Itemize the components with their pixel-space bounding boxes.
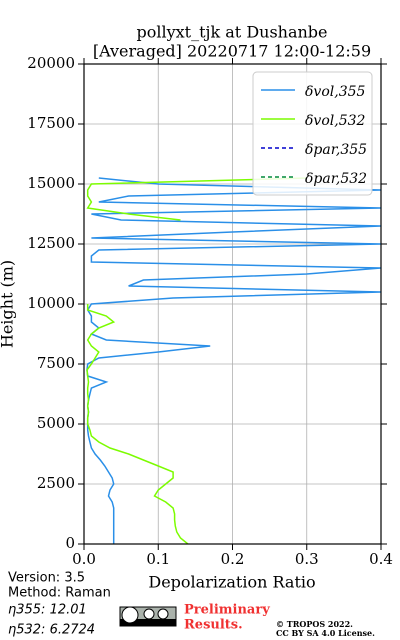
profile-line: [86, 177, 307, 544]
version: Version: 3.5: [8, 571, 85, 586]
y-tick-label: 15000: [27, 174, 75, 192]
x-tick-label: 0.2: [221, 550, 245, 568]
y-tick-label: 12500: [27, 234, 75, 252]
x-tick-label: 0.1: [146, 550, 170, 568]
x-tick-label: 0.4: [369, 550, 393, 568]
y-axis-label: Height (m): [0, 260, 17, 348]
y-tick-label: 17500: [27, 114, 75, 132]
cc-badge: [119, 606, 177, 627]
plot-frame: [83, 63, 382, 545]
y-tick-label: 7500: [37, 354, 75, 372]
chart-title: pollyxt_tjk at Dushanbe: [136, 23, 327, 42]
y-tick-label: 0: [65, 534, 75, 552]
y-tick-label: 10000: [27, 294, 75, 312]
y-tick-label: 5000: [37, 414, 75, 432]
chart-title: [Averaged] 20220717 12:00-12:59: [93, 42, 371, 61]
profile-line: [86, 177, 381, 544]
copyright: © TROPOS 2022.: [276, 619, 353, 629]
y-tick-label: 20000: [27, 54, 75, 72]
x-tick-label: 0.3: [295, 550, 319, 568]
legend-box: [252, 71, 373, 196]
legend-label: δvol,355: [305, 84, 366, 100]
preliminary-note: Preliminary: [184, 603, 270, 618]
license: CC BY SA 4.0 License.: [276, 628, 375, 638]
legend-label: δpar,355: [305, 142, 367, 158]
y-tick-label: 2500: [37, 474, 75, 492]
x-axis-label: Depolarization Ratio: [148, 573, 315, 592]
legend-label: δpar,532: [305, 171, 367, 187]
x-tick-label: 0.0: [72, 550, 96, 568]
eta532: η532: 6.2724: [8, 623, 95, 638]
preliminary-note: Results.: [184, 618, 243, 633]
legend-label: δvol,532: [305, 113, 366, 129]
eta355: η355: 12.01: [8, 603, 87, 618]
method: Method: Raman: [8, 586, 111, 601]
footer-info: Version: 3.5 Method: Raman η355: 12.01 η…: [8, 571, 111, 638]
